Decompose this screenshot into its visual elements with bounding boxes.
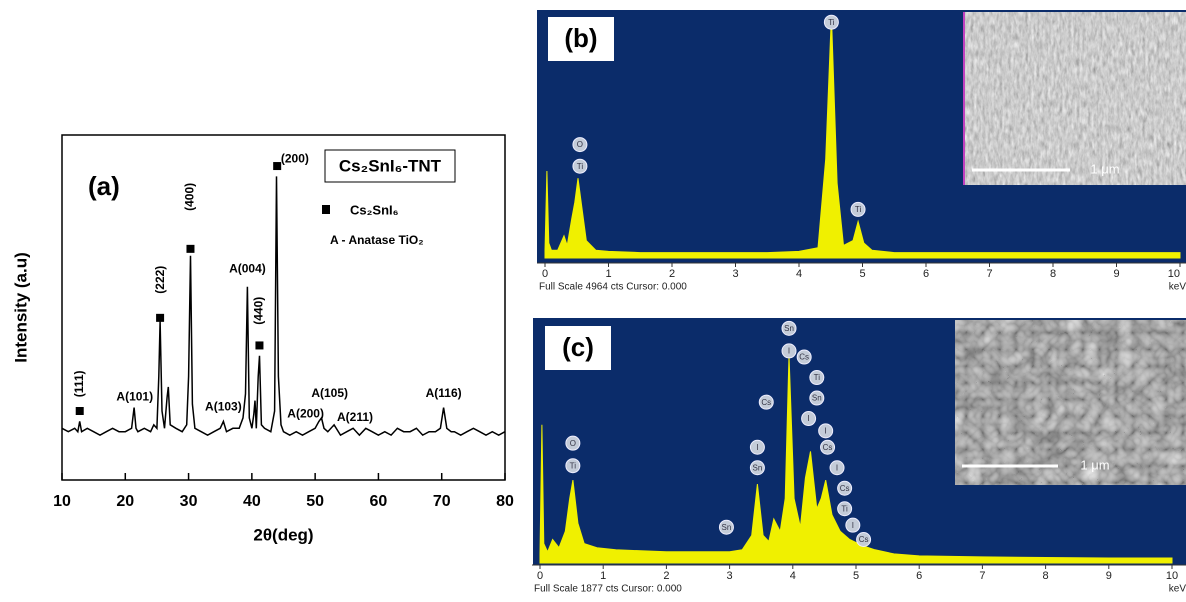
peak-label: A(116) <box>426 386 462 400</box>
element-label: I <box>756 443 758 452</box>
x-tick-label: 70 <box>433 493 451 510</box>
scale-label: 1 μm <box>1090 161 1119 176</box>
footer: Full Scale 4964 cts Cursor: 0.000 <box>539 282 687 293</box>
element-label: Ti <box>828 18 835 27</box>
phase-marker <box>76 407 84 415</box>
x-tick-label: 20 <box>116 493 134 510</box>
element-label: Sn <box>753 463 763 472</box>
peak-label: A(004) <box>229 262 266 276</box>
y-axis-label: Intensity (a.u) <box>11 252 30 363</box>
phase-marker <box>186 245 194 253</box>
x-tick-label: 1 <box>600 570 606 582</box>
x-tick-label: 7 <box>986 268 992 280</box>
peak-label: A(105) <box>311 386 348 400</box>
x-tick-label: 9 <box>1113 268 1119 280</box>
x-tick-label: 9 <box>1106 570 1112 582</box>
x-tick-label: 80 <box>496 493 514 510</box>
element-label: Ti <box>570 461 577 470</box>
panel-c: 0 1 2 3 4 5 6 7 8 9 10 keV Full Scale 1877 cts Curso… <box>532 318 1186 595</box>
element-label: Sn <box>812 394 822 403</box>
element-label: I <box>788 347 790 356</box>
legend-swatch <box>322 205 330 214</box>
title: Cs₂SnI₆-TNT <box>339 156 442 175</box>
x-tick-label: 2 <box>663 570 669 582</box>
element-label: Ti <box>814 373 821 382</box>
element-label: I <box>852 521 854 530</box>
x-tick-label: 0 <box>542 268 548 280</box>
panel-label: (a) <box>88 171 120 201</box>
element-label: Cs <box>859 535 869 544</box>
element-label: Cs <box>761 398 771 407</box>
peak-label: A(200) <box>287 407 324 421</box>
x-axis-label: 2θ(deg) <box>253 525 313 544</box>
figure: 10203040506070802θ(deg)Intensity (a.u)(1… <box>0 0 1186 602</box>
x-tick-label: 60 <box>370 493 388 510</box>
x-axis-unit: keV <box>1169 282 1186 293</box>
x-tick-label: 5 <box>859 268 865 280</box>
peak-label: (400) <box>183 183 197 211</box>
peak-label: A(211) <box>337 410 373 424</box>
peak-label: (200) <box>281 151 309 165</box>
x-tick-label: 40 <box>243 493 261 510</box>
scale-label: 1 μm <box>1080 457 1109 472</box>
footer: Full Scale 1877 cts Cursor: 0.000 <box>534 584 682 595</box>
element-label: O <box>570 439 576 448</box>
x-tick-label: 10 <box>1166 570 1178 582</box>
x-tick-label: 3 <box>732 268 738 280</box>
legend-label: Cs₂SnI₆ <box>350 202 399 217</box>
sem-inset <box>955 320 1186 485</box>
x-tick-label: 6 <box>923 268 929 280</box>
panel-label: (b) <box>564 23 597 53</box>
peak-label: A(103) <box>205 400 242 414</box>
phase-marker <box>156 314 164 322</box>
x-tick-label: 8 <box>1050 268 1056 280</box>
x-tick-label: 10 <box>1168 268 1180 280</box>
phase-marker <box>255 341 263 349</box>
x-tick-label: 0 <box>537 570 543 582</box>
legend-note: A - Anatase TiO₂ <box>330 233 424 247</box>
element-label: I <box>807 414 809 423</box>
element-label: Cs <box>840 484 850 493</box>
panel-a: 10 20 30 40 50 60 70 80 2θ(deg) Intensity (a.u) (1… <box>11 135 514 544</box>
plot-frame <box>62 135 505 480</box>
element-label: Cs <box>823 443 833 452</box>
x-tick-label: 10 <box>53 493 71 510</box>
element-label: O <box>577 140 583 149</box>
x-tick-label: 8 <box>1043 570 1049 582</box>
x-tick-label: 2 <box>669 268 675 280</box>
element-label: I <box>825 426 827 435</box>
peak-label: (440) <box>252 297 266 325</box>
peak-label: (111) <box>72 370 86 397</box>
x-tick-label: 30 <box>180 493 198 510</box>
panel-label: (c) <box>562 332 594 362</box>
x-tick-label: 4 <box>796 268 802 280</box>
element-label: Ti <box>841 504 848 513</box>
x-tick-label: 1 <box>605 268 611 280</box>
element-label: Sn <box>722 523 732 532</box>
element-label: I <box>836 463 838 472</box>
element-label: Sn <box>784 324 794 333</box>
x-tick-label: 50 <box>306 493 324 510</box>
x-tick-label: 6 <box>916 570 922 582</box>
x-tick-label: 7 <box>979 570 985 582</box>
element-label: Cs <box>799 353 809 362</box>
x-tick-label: 3 <box>727 570 733 582</box>
x-tick-label: 4 <box>790 570 796 582</box>
panel-b: 0 1 2 3 4 5 6 7 8 9 10 keV Full Scale 4964 cts Curso… <box>537 10 1186 293</box>
peak-label: (222) <box>153 266 167 294</box>
x-axis-unit: keV <box>1169 584 1186 595</box>
element-label: Ti <box>855 205 862 214</box>
element-label: Ti <box>577 162 584 171</box>
peak-label: A(101) <box>116 389 153 403</box>
x-tick-label: 5 <box>853 570 859 582</box>
sem-inset <box>963 12 1186 185</box>
